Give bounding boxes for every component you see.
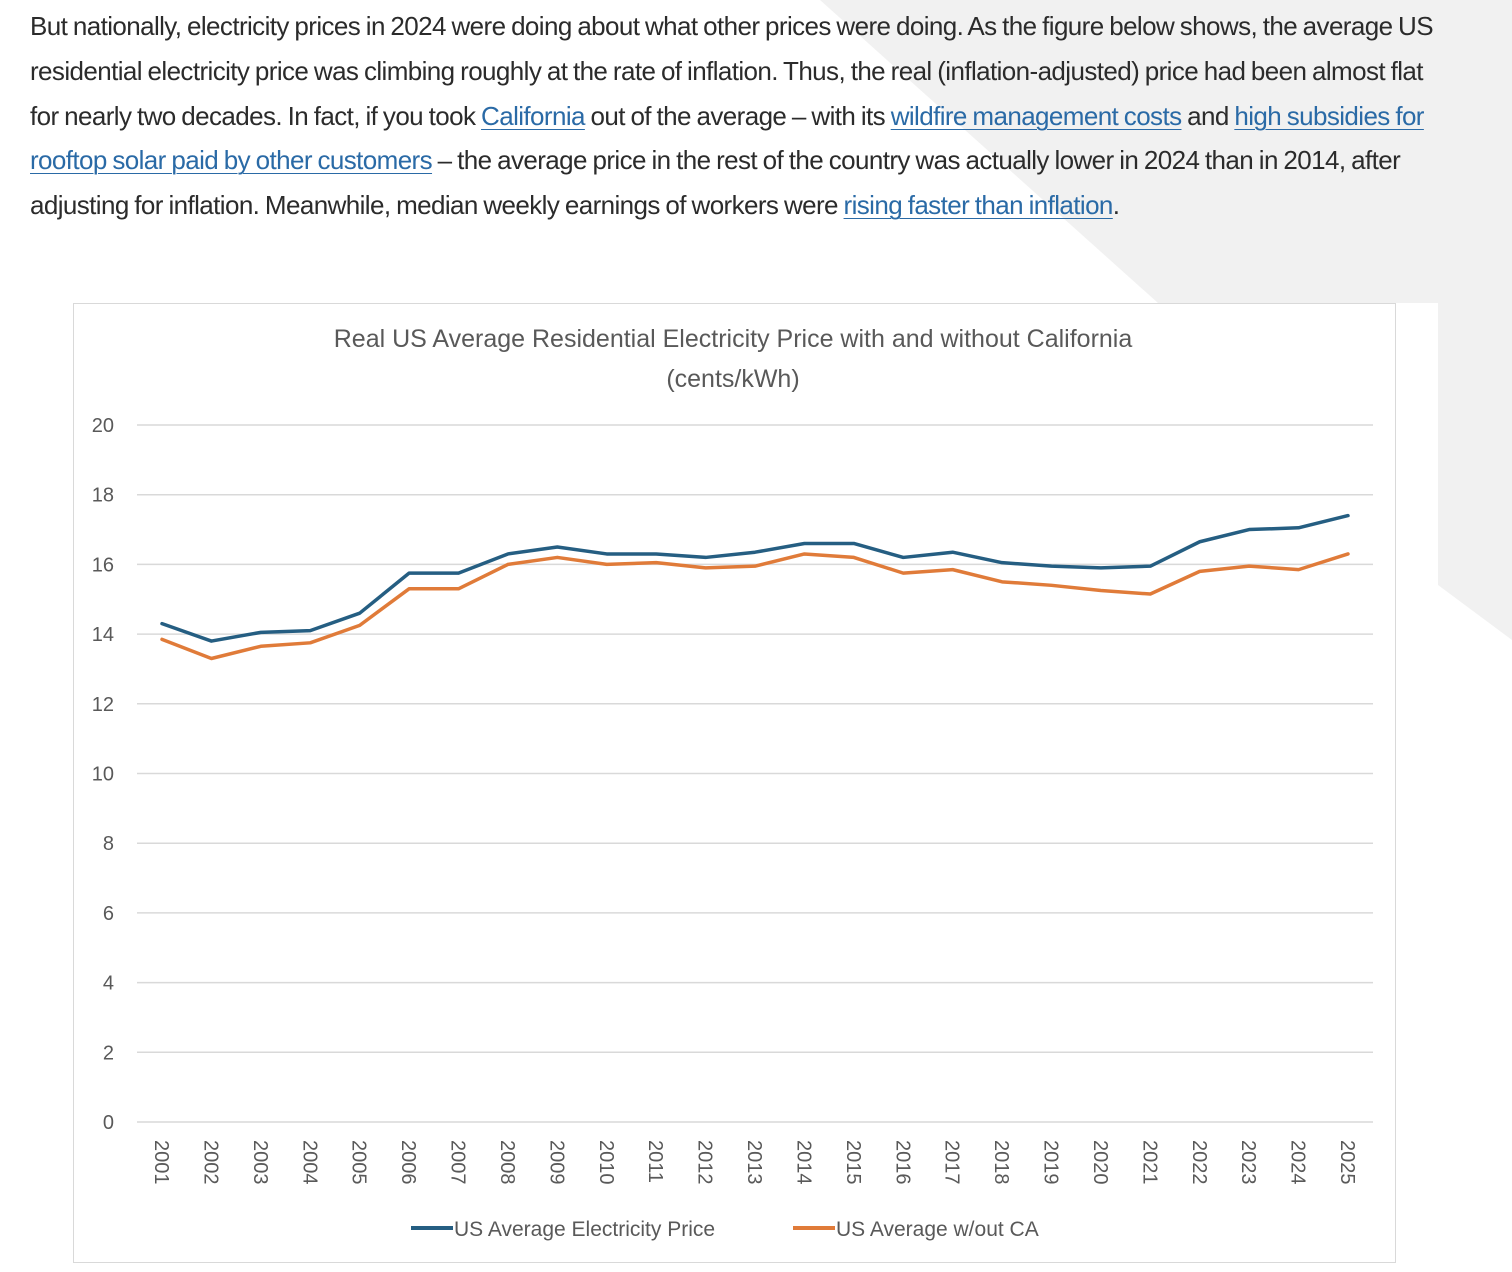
text-run: out of the average – with its [584, 100, 891, 131]
x-axis-ticks: 2001 2002 2003 2004 2005 2006 2007 2008 2009 2010… [150, 1140, 1358, 1185]
series-line-without-ca [160, 552, 1350, 661]
y-tick-label: 12 [92, 694, 114, 716]
chart-subtitle: (cents/kWh) [666, 365, 799, 393]
article-paragraph: But nationally, electricity prices in 20… [30, 4, 1450, 228]
y-tick-label: 6 [103, 903, 114, 925]
inline-link[interactable]: California [481, 100, 585, 131]
inline-link[interactable]: wildfire management costs [890, 100, 1182, 131]
inline-link[interactable]: rising faster than inflation [843, 190, 1114, 221]
x-tick-label: 2015 [842, 1140, 864, 1185]
x-tick-label: 2016 [891, 1140, 913, 1185]
series-line-us-average [160, 513, 1350, 643]
x-tick-label: 2020 [1089, 1140, 1111, 1185]
x-tick-label: 2002 [199, 1140, 221, 1185]
x-tick-label: 2010 [595, 1140, 617, 1185]
y-axis-ticks: 0 2 4 6 8 10 12 14 16 18 20 [92, 415, 114, 1134]
chart-title: Real US Average Residential Electricity … [334, 325, 1133, 353]
x-tick-label: 2004 [298, 1140, 320, 1185]
text-run: – the average price in the rest of the c… [30, 145, 1401, 221]
x-tick-label: 2022 [1188, 1140, 1210, 1185]
x-tick-label: 2001 [150, 1140, 172, 1185]
x-tick-label: 2021 [1138, 1140, 1160, 1185]
legend-label-without-ca: US Average w/out CA [836, 1218, 1039, 1241]
x-tick-label: 2003 [249, 1140, 271, 1185]
y-tick-label: 8 [103, 833, 114, 855]
x-tick-label: 2025 [1336, 1140, 1358, 1185]
series-lines [160, 513, 1350, 661]
x-tick-label: 2019 [1040, 1140, 1062, 1185]
x-tick-label: 2024 [1287, 1140, 1309, 1185]
x-tick-label: 2009 [545, 1140, 567, 1185]
y-tick-label: 2 [103, 1042, 114, 1064]
background-gray-panel [820, 0, 1512, 640]
x-tick-label: 2011 [644, 1140, 666, 1183]
y-tick-label: 20 [92, 415, 114, 437]
x-tick-label: 2023 [1237, 1140, 1259, 1185]
text-run: and [1181, 100, 1235, 131]
y-tick-label: 4 [103, 973, 114, 995]
gridlines [137, 424, 1373, 1123]
x-tick-label: 2007 [447, 1140, 469, 1185]
x-tick-label: 2008 [496, 1140, 518, 1185]
y-tick-label: 18 [92, 485, 114, 507]
x-tick-label: 2013 [743, 1140, 765, 1185]
paragraph-body: But nationally, electricity prices in 20… [30, 4, 1450, 228]
legend-label-us-average: US Average Electricity Price [454, 1218, 715, 1241]
chart-side-strip [1396, 303, 1438, 1272]
x-tick-label: 2006 [397, 1140, 419, 1185]
y-tick-label: 0 [103, 1112, 114, 1134]
y-tick-label: 10 [92, 764, 114, 786]
text-run: . [1112, 190, 1120, 221]
inline-link[interactable]: high subsidies for rooftop solar paid by… [30, 100, 1424, 176]
legend: US Average Electricity Price US Average … [411, 1218, 1039, 1241]
y-tick-label: 16 [92, 554, 114, 576]
x-tick-label: 2017 [941, 1140, 963, 1185]
x-tick-label: 2018 [990, 1140, 1012, 1185]
x-tick-label: 2012 [694, 1140, 716, 1185]
text-run: But nationally, electricity prices in 20… [30, 11, 1434, 131]
x-tick-label: 2014 [792, 1140, 814, 1185]
y-tick-label: 14 [92, 624, 114, 646]
chart-frame [73, 303, 1396, 1263]
x-tick-label: 2005 [348, 1140, 370, 1185]
